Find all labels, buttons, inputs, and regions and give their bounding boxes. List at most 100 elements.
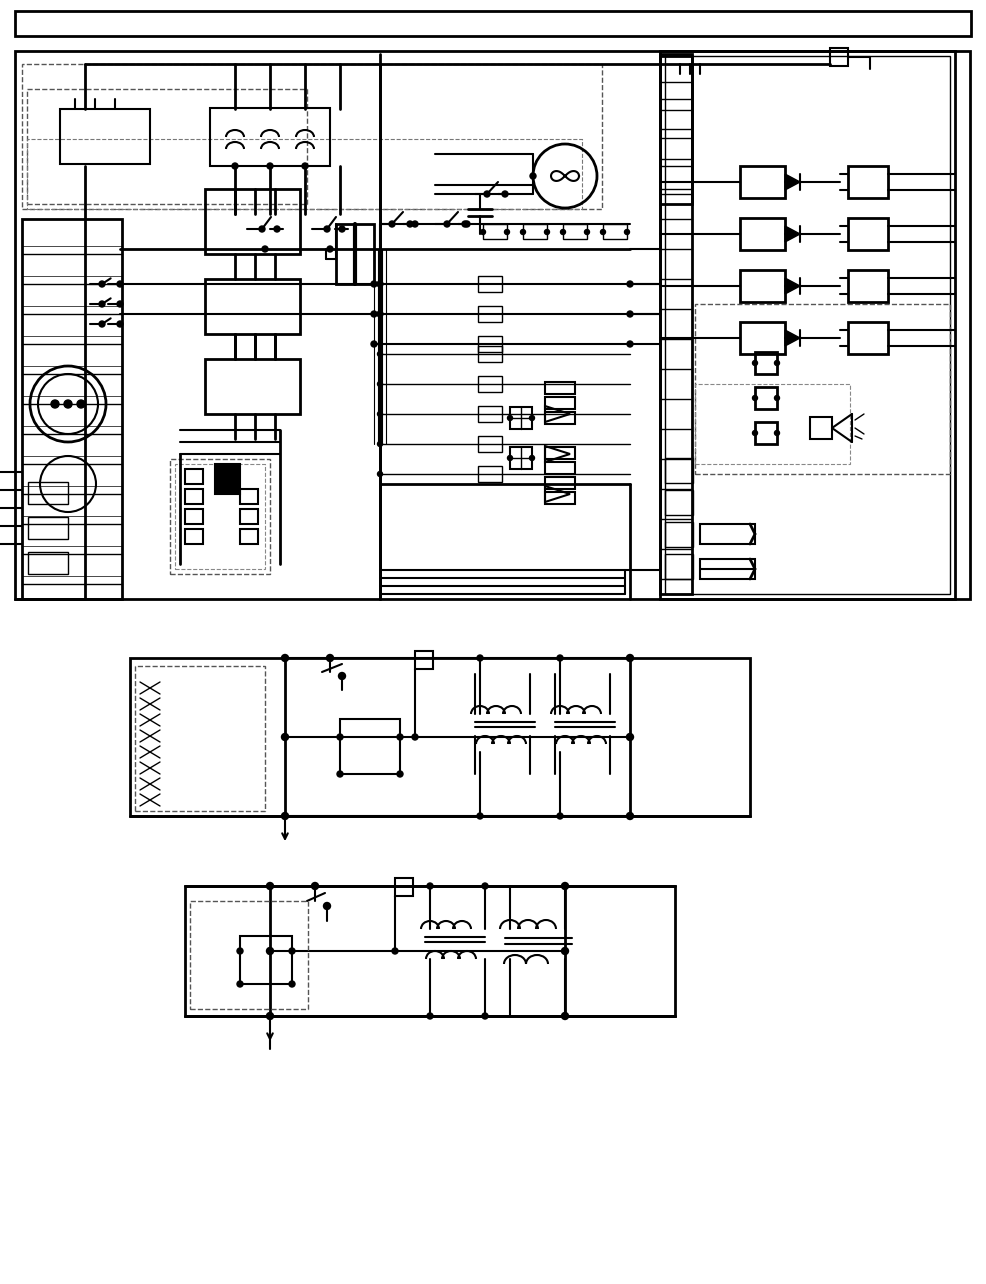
Bar (755, 386, 777, 410)
Circle shape (371, 311, 377, 317)
Bar (700, 524, 755, 544)
Circle shape (337, 770, 343, 777)
Bar (415, 651, 433, 669)
Bar (240, 529, 258, 544)
Bar (848, 218, 888, 250)
Circle shape (397, 770, 403, 777)
Circle shape (530, 173, 536, 178)
Circle shape (339, 226, 345, 232)
Bar (185, 469, 203, 484)
Bar (740, 218, 785, 250)
Bar (563, 223, 587, 239)
Circle shape (508, 416, 513, 420)
Circle shape (378, 352, 383, 357)
Circle shape (99, 300, 105, 307)
Circle shape (752, 361, 757, 366)
Circle shape (117, 281, 123, 288)
Bar (478, 306, 502, 322)
Circle shape (521, 230, 526, 235)
Circle shape (774, 361, 780, 366)
Bar (205, 279, 300, 334)
Bar (22, 220, 122, 600)
Circle shape (337, 734, 343, 740)
Bar (660, 51, 955, 600)
Circle shape (281, 813, 289, 819)
Circle shape (371, 281, 377, 288)
Bar (240, 489, 258, 505)
Bar (15, 12, 971, 36)
Bar (185, 529, 203, 544)
Bar (185, 886, 675, 1016)
Bar (478, 336, 502, 352)
Circle shape (51, 401, 59, 408)
Circle shape (600, 230, 605, 235)
Circle shape (561, 882, 569, 890)
Bar (175, 464, 265, 569)
Circle shape (377, 281, 383, 288)
Circle shape (502, 191, 508, 196)
Bar (395, 878, 413, 896)
Bar (695, 304, 950, 474)
Bar (130, 657, 750, 817)
Bar (478, 276, 502, 291)
Bar (478, 345, 502, 362)
Circle shape (392, 948, 398, 954)
Circle shape (232, 163, 238, 169)
Bar (185, 489, 203, 505)
Bar (830, 48, 848, 65)
Bar (665, 458, 693, 483)
Circle shape (237, 981, 243, 987)
Circle shape (626, 813, 633, 819)
Bar (240, 936, 292, 984)
Bar (240, 508, 258, 524)
Bar (695, 384, 850, 464)
Circle shape (64, 401, 72, 408)
Bar (545, 462, 575, 474)
Bar (483, 223, 507, 239)
Circle shape (266, 882, 273, 890)
Bar (28, 552, 68, 574)
Polygon shape (785, 175, 800, 190)
Circle shape (77, 401, 85, 408)
Bar (848, 322, 888, 354)
Bar (545, 476, 575, 489)
Circle shape (464, 221, 470, 227)
Circle shape (585, 230, 590, 235)
Bar (740, 322, 785, 354)
Circle shape (484, 191, 490, 196)
Circle shape (237, 948, 243, 954)
Circle shape (259, 226, 265, 232)
Bar (700, 559, 755, 579)
Bar (660, 54, 692, 204)
Bar (665, 490, 693, 515)
Bar (215, 464, 240, 494)
Circle shape (378, 381, 383, 386)
Circle shape (544, 230, 549, 235)
Circle shape (274, 226, 280, 232)
Circle shape (444, 221, 450, 227)
Circle shape (752, 430, 757, 435)
Bar (848, 270, 888, 302)
Circle shape (312, 882, 318, 890)
Circle shape (266, 948, 273, 954)
Bar (60, 109, 150, 164)
Circle shape (281, 655, 289, 661)
Bar (170, 458, 270, 574)
Circle shape (627, 311, 633, 317)
Circle shape (397, 734, 403, 740)
Bar (848, 166, 888, 198)
Bar (545, 397, 575, 410)
Circle shape (624, 230, 629, 235)
Circle shape (267, 163, 273, 169)
Circle shape (482, 883, 488, 889)
Circle shape (99, 321, 105, 327)
Circle shape (626, 655, 633, 661)
Bar (340, 719, 400, 774)
Bar (28, 517, 68, 539)
Circle shape (427, 883, 433, 889)
Bar (185, 508, 203, 524)
Circle shape (482, 1013, 488, 1019)
Bar (740, 166, 785, 198)
Circle shape (99, 281, 105, 288)
Bar (27, 139, 582, 209)
